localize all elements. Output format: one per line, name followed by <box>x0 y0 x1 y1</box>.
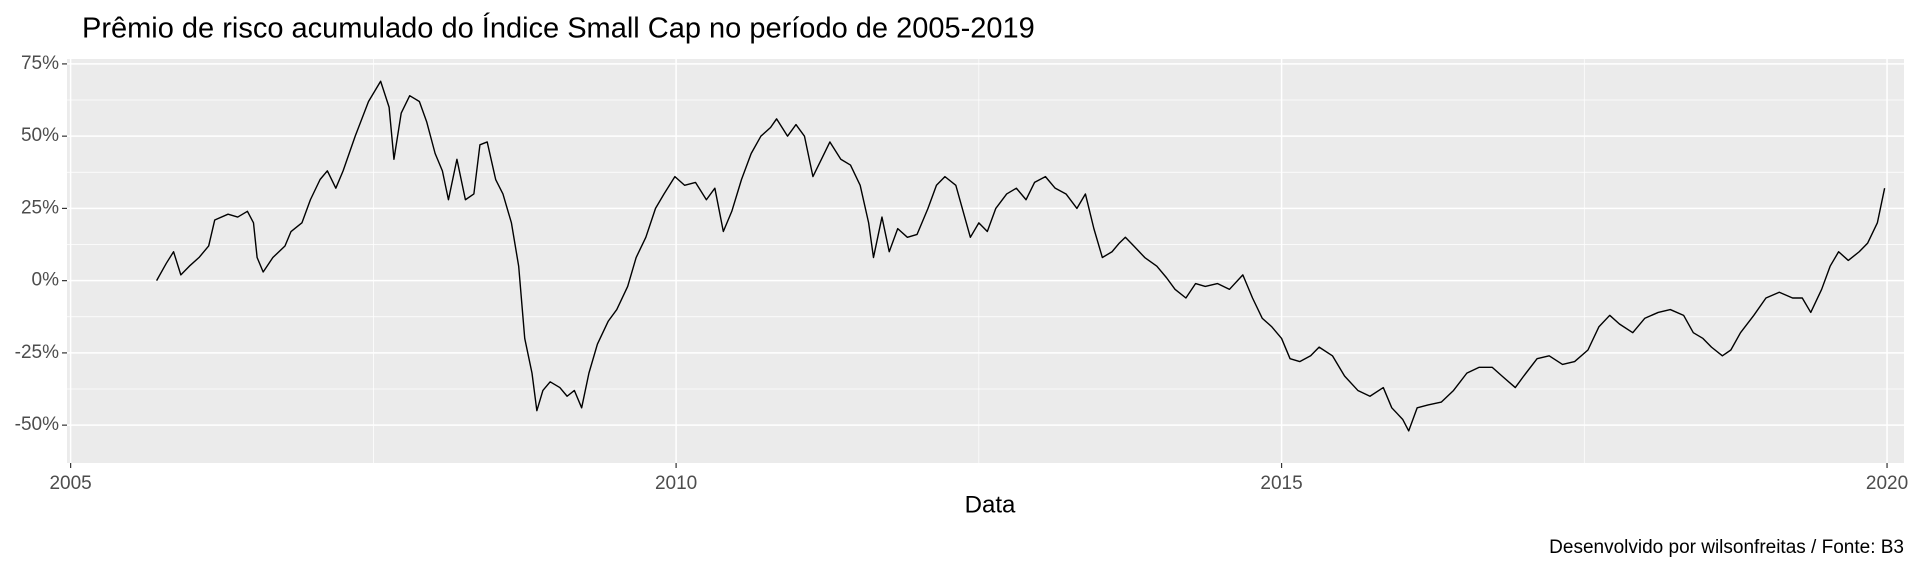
caption: Desenvolvido por wilsonfreitas / Fonte: … <box>1549 537 1904 558</box>
y-tick-label: -25% <box>15 342 59 363</box>
y-tick-label: 0% <box>32 270 60 291</box>
x-tick-label: 2005 <box>49 473 91 494</box>
y-tick-label: 50% <box>21 125 59 146</box>
y-tick-label: 75% <box>21 53 59 74</box>
x-tick-label: 2020 <box>1866 473 1908 494</box>
y-tick-label: 25% <box>21 197 59 218</box>
x-axis-title: Data <box>965 491 1016 518</box>
y-tick-label: -50% <box>15 414 59 435</box>
data-line <box>155 80 1886 432</box>
x-tick-label: 2015 <box>1260 473 1302 494</box>
chart-title: Prêmio de risco acumulado do Índice Smal… <box>82 12 1035 45</box>
x-tick-label: 2010 <box>655 473 697 494</box>
plot-panel <box>67 59 1904 463</box>
